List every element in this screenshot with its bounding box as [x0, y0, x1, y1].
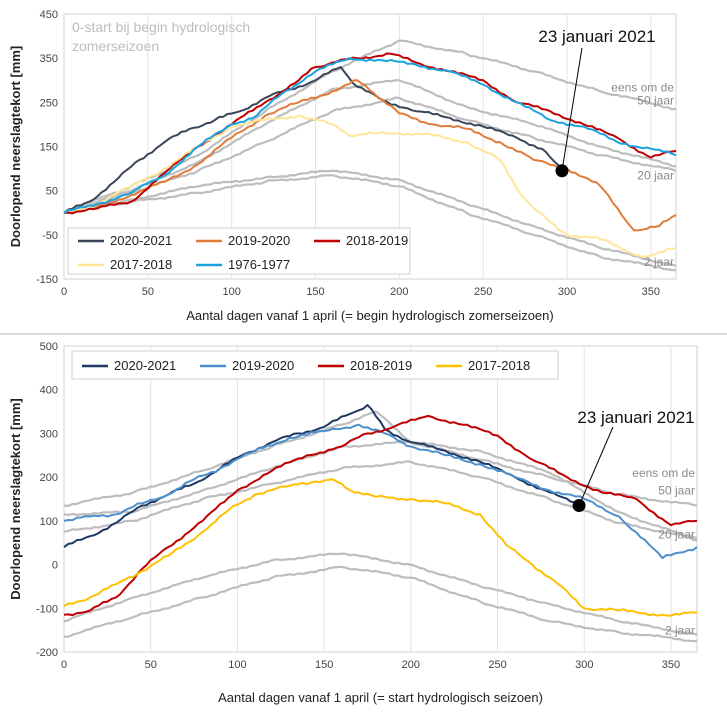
- x-tick-label: 350: [642, 286, 660, 298]
- return-period-label: 50 jaar: [658, 484, 695, 498]
- y-tick-label: 150: [40, 142, 58, 154]
- y-tick-label: 200: [40, 472, 58, 484]
- series-line-2017-2018: [63, 114, 677, 258]
- legend-label: 2017-2018: [468, 358, 530, 373]
- x-tick-label: 100: [222, 286, 240, 298]
- legend-label: 2018-2019: [346, 233, 408, 248]
- x-tick-label: 200: [402, 659, 420, 671]
- x-tick-label: 0: [61, 659, 67, 671]
- y-tick-label: 300: [40, 428, 58, 440]
- chart-note: zomerseizoen: [72, 38, 159, 54]
- x-tick-label: 250: [488, 659, 506, 671]
- y-axis-label: Doorlopend neerslagtekort [mm]: [8, 46, 23, 248]
- return-period-label: 50 jaar: [637, 94, 674, 108]
- y-axis-label: Doorlopend neerslagtekort [mm]: [8, 398, 23, 600]
- return-period-label: 2 jaar: [644, 255, 674, 269]
- series-line-1976-1977: [63, 57, 677, 214]
- deficit-chart-summer-start: 0 50 100 150 200 250 300 350 -150 -50 50 150 250 350 4…: [8, 9, 677, 323]
- x-tick-label: 50: [145, 659, 157, 671]
- x-tick-label: 150: [306, 286, 324, 298]
- reference-line: [64, 565, 698, 643]
- legend-label: 1976-1977: [228, 257, 290, 272]
- y-tick-label: 450: [40, 9, 58, 21]
- x-axis-label: Aantal dagen vanaf 1 april (= begin hydr…: [186, 308, 553, 323]
- x-tick-label: 50: [142, 286, 154, 298]
- reference-line: [63, 79, 677, 214]
- y-tick-label: 100: [40, 516, 58, 528]
- deficit-chart-multi-year: 0 50 100 150 200 250 300 350 -200 -100 0 100 200 300 4…: [8, 341, 698, 705]
- series-line-2017-2018: [63, 478, 698, 617]
- y-tick-label: 350: [40, 53, 58, 65]
- legend-label: 2018-2019: [350, 358, 412, 373]
- y-tick-label: 250: [40, 97, 58, 109]
- return-period-label: eens om de: [632, 466, 695, 480]
- reference-line: [63, 410, 698, 507]
- x-tick-label: 250: [474, 286, 492, 298]
- chart-separator: [0, 333, 727, 335]
- annotation-marker: [555, 164, 569, 178]
- series-line-2018-2019: [63, 414, 698, 617]
- annotation-label: 23 januari 2021: [538, 27, 655, 46]
- return-period-label: eens om de: [611, 80, 674, 94]
- y-tick-label: 400: [40, 385, 58, 397]
- series-line-2018-2019: [63, 52, 677, 215]
- series-line-2020-2021: [63, 404, 580, 548]
- y-tick-label: 0: [52, 560, 58, 572]
- annotation-pointer: [561, 47, 583, 171]
- y-tick-label: -100: [36, 603, 58, 615]
- x-tick-label: 100: [228, 659, 246, 671]
- legend: [71, 350, 559, 380]
- annotation-label: 23 januari 2021: [577, 408, 694, 427]
- legend-label: 2019-2020: [232, 358, 294, 373]
- reference-line: [63, 174, 677, 272]
- y-tick-label: -150: [36, 274, 58, 286]
- reference-line: [63, 460, 698, 540]
- y-tick-label: 500: [40, 341, 58, 353]
- x-axis-label: Aantal dagen vanaf 1 april (= start hydr…: [218, 690, 543, 705]
- annotation-pointer: [578, 426, 614, 506]
- y-tick-label: -200: [36, 647, 58, 659]
- legend-label: 2019-2020: [228, 233, 290, 248]
- return-period-label: 20 jaar: [658, 527, 695, 541]
- y-tick-label: -50: [42, 230, 58, 242]
- legend: [67, 227, 411, 275]
- chart-note: 0-start bij begin hydrologisch: [72, 19, 250, 35]
- legend-label: 2020-2021: [114, 358, 176, 373]
- legend-label: 2017-2018: [110, 257, 172, 272]
- x-tick-label: 350: [662, 659, 680, 671]
- x-tick-label: 0: [61, 286, 67, 298]
- reference-line: [63, 440, 698, 542]
- return-period-label: 20 jaar: [637, 169, 674, 183]
- x-tick-label: 300: [558, 286, 576, 298]
- x-tick-label: 300: [575, 659, 593, 671]
- plot-area: [63, 345, 698, 653]
- x-tick-label: 150: [315, 659, 333, 671]
- series-line-2020-2021: [63, 66, 563, 214]
- reference-line: [63, 169, 677, 267]
- legend-label: 2020-2021: [110, 233, 172, 248]
- reference-line: [63, 552, 698, 636]
- y-tick-label: 50: [46, 186, 58, 198]
- x-tick-label: 200: [390, 286, 408, 298]
- series-line-2019-2020: [63, 79, 677, 232]
- return-period-label: 2 jaar: [665, 624, 695, 638]
- annotation-marker: [572, 499, 586, 513]
